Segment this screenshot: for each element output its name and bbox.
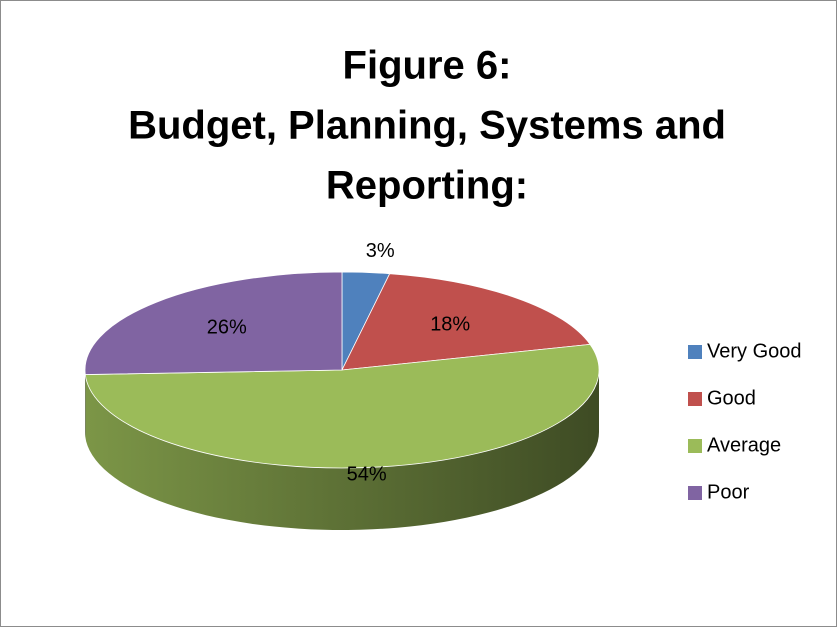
slice bbox=[84, 343, 600, 469]
chart-title: Reporting: bbox=[326, 164, 528, 208]
legend-label: Average bbox=[707, 434, 781, 456]
data-label: 26% bbox=[207, 316, 247, 338]
data-label: 54% bbox=[347, 463, 387, 485]
slice bbox=[84, 271, 343, 375]
chart-title: Figure 6: bbox=[343, 44, 512, 88]
legend-swatch bbox=[688, 439, 702, 453]
legend-label: Good bbox=[707, 387, 756, 409]
legend-label: Very Good bbox=[707, 340, 802, 362]
slice-side bbox=[85, 370, 600, 530]
data-label: 3% bbox=[366, 240, 395, 262]
data-label: 18% bbox=[430, 314, 470, 336]
chart-title: Budget, Planning, Systems and bbox=[128, 104, 726, 148]
pie bbox=[84, 271, 600, 530]
slice bbox=[341, 273, 591, 371]
legend-swatch bbox=[688, 345, 702, 359]
legend-swatch bbox=[688, 486, 702, 500]
legend-label: Poor bbox=[707, 481, 750, 503]
legend-swatch bbox=[688, 392, 702, 406]
